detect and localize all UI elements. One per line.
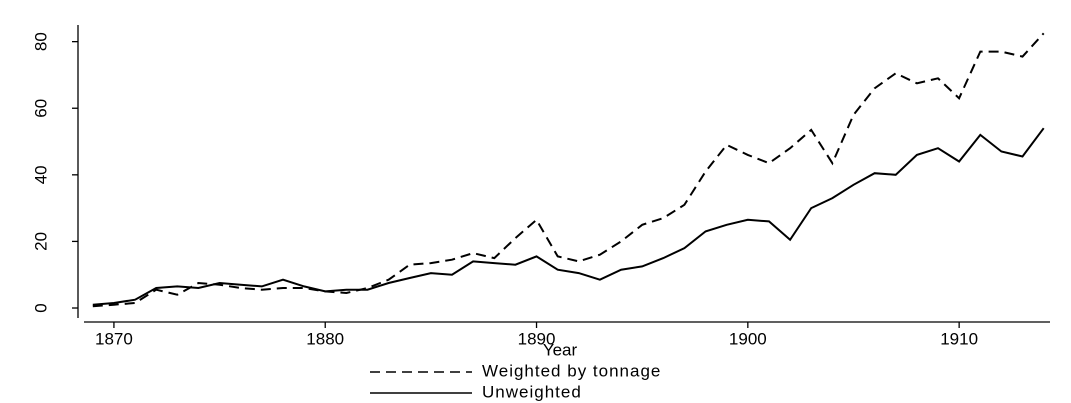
x-tick-label: 1910 <box>940 329 978 348</box>
legend-label: Weighted by tonnage <box>482 361 661 380</box>
x-axis-label: Year <box>543 340 578 359</box>
series-line <box>92 32 1045 308</box>
y-tick-label: 80 <box>31 32 50 51</box>
legend-label: Unweighted <box>482 382 582 401</box>
y-tick-label: 40 <box>31 165 50 184</box>
x-tick-label: 1900 <box>729 329 767 348</box>
y-tick-label: 20 <box>31 232 50 251</box>
x-tick-label: 1870 <box>95 329 133 348</box>
x-tick-label: 1890 <box>518 329 556 348</box>
y-tick-label: 0 <box>31 303 50 312</box>
y-tick-label: 60 <box>31 99 50 118</box>
series-line <box>92 127 1045 306</box>
x-tick-label: 1880 <box>306 329 344 348</box>
